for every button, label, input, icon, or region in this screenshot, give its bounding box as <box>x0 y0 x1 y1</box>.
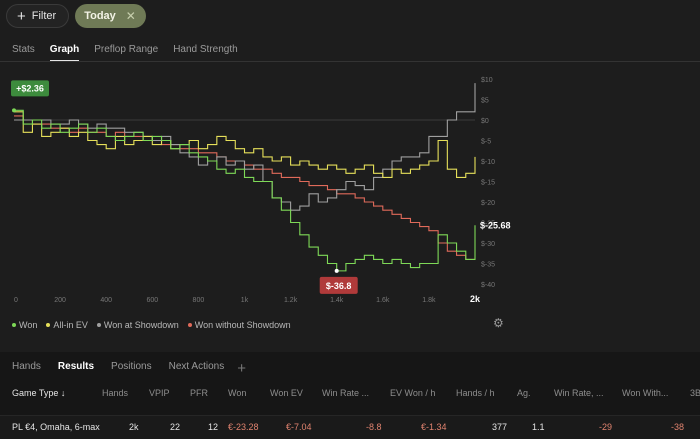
col-aggression[interactable]: Ag. <box>517 388 531 398</box>
close-icon[interactable]: ✕ <box>125 9 136 23</box>
min-marker <box>334 268 339 273</box>
cell-game-type: PL €4, Omaha, 6-max <box>12 422 100 432</box>
cell-aggression: 1.1 <box>532 422 545 432</box>
cell-win-rate-2: -29 <box>599 422 613 432</box>
filter-button[interactable]: + Filter <box>6 4 70 28</box>
results-tabs: Hands Results Positions Next Actions + <box>12 360 246 377</box>
cell-hands-per-hour: 377 <box>492 422 508 432</box>
x-tick-label: 0 <box>14 297 18 304</box>
series-line-won-without-showdown <box>14 115 475 260</box>
series-line-won-at-showdown <box>14 83 476 211</box>
y-tick-label: $-10 <box>481 159 495 166</box>
x-tick-label: 1.8k <box>422 297 436 304</box>
y-tick-label: $10 <box>481 77 493 84</box>
tab-positions[interactable]: Positions <box>111 361 152 372</box>
tab-results[interactable]: Results <box>57 361 95 372</box>
tab-preflop-range[interactable]: Preflop Range <box>94 44 159 55</box>
cell-won-with: -38 <box>671 422 685 432</box>
legend-item-won-without-showdown[interactable]: Won without Showdown <box>187 320 291 330</box>
chart-legend: Won All-in EV Won at Showdown Won withou… <box>12 320 291 330</box>
min-label-box <box>319 276 358 294</box>
col-vpip[interactable]: VPIP <box>149 388 170 398</box>
col-game-type[interactable]: Game Type ↓ <box>12 388 66 398</box>
min-label: $-36.8 <box>326 281 352 291</box>
y-tick-label: $0 <box>481 118 489 125</box>
cell-ev-won-per-hour: €-1.34 <box>421 422 447 432</box>
y-tick-label: $-40 <box>481 282 495 289</box>
end-value-label: $-25.68 <box>480 220 511 230</box>
max-marker <box>12 108 16 113</box>
col-won-with[interactable]: Won With... <box>622 388 669 398</box>
col-win-rate-2[interactable]: Win Rate, ... <box>554 388 604 398</box>
legend-item-won-at-showdown[interactable]: Won at Showdown <box>96 320 179 330</box>
series-line-won <box>14 109 476 272</box>
col-hands[interactable]: Hands <box>102 388 129 398</box>
col-hands-per-hour[interactable]: Hands / h <box>456 388 495 398</box>
add-tab-icon[interactable]: + <box>237 360 246 377</box>
col-won-ev[interactable]: Won EV <box>270 388 303 398</box>
y-tick-label: $-15 <box>481 180 495 187</box>
results-panel: Hands Results Positions Next Actions + G… <box>0 352 700 439</box>
cell-won-ev: €-7.04 <box>286 422 312 432</box>
legend-item-all-in-ev[interactable]: All-in EV <box>46 320 88 330</box>
tab-next-actions[interactable]: Next Actions <box>168 361 225 372</box>
max-label: +$2.36 <box>16 83 44 93</box>
table-row[interactable]: PL €4, Omaha, 6-max 2k 22 12 €-23.28 €-7… <box>0 415 700 439</box>
gear-icon[interactable]: ⚙ <box>493 316 504 330</box>
legend-item-won[interactable]: Won <box>12 320 37 330</box>
col-win-rate[interactable]: Win Rate ... <box>322 388 370 398</box>
filter-bar: + Filter Today ✕ <box>6 4 146 28</box>
today-filter-chip[interactable]: Today ✕ <box>75 4 146 28</box>
col-won[interactable]: Won <box>228 388 247 398</box>
y-tick-label: $-25 <box>481 221 495 228</box>
plus-icon: + <box>17 7 26 25</box>
y-tick-label: $5 <box>481 98 489 105</box>
view-tabs: Stats Graph Preflop Range Hand Strength <box>12 44 238 62</box>
y-tick-label: $-20 <box>481 200 495 207</box>
tab-graph[interactable]: Graph <box>49 44 80 62</box>
x-tick-label: 1.2k <box>284 297 298 304</box>
col-pfr[interactable]: PFR <box>190 388 208 398</box>
results-graph: $10 $5 $0 $-5 $-10 $-15 $-20 $-25 $-30 $-35 $-40 0 2… <box>11 77 511 304</box>
x-tick-label: 400 <box>100 297 112 304</box>
cell-pfr: 12 <box>208 422 219 432</box>
x-tick-label: 1k <box>241 297 249 304</box>
tab-hand-strength[interactable]: Hand Strength <box>173 44 238 55</box>
y-tick-label: $-30 <box>481 241 495 248</box>
x-tick-label: 1.6k <box>376 297 390 304</box>
cell-hands: 2k <box>129 422 139 432</box>
x-tick-label: 800 <box>193 297 205 304</box>
today-label: Today <box>84 10 116 22</box>
x-tick-label: 600 <box>146 297 158 304</box>
x-tick-label: 200 <box>54 297 66 304</box>
col-3b[interactable]: 3B <box>690 388 700 398</box>
cell-vpip: 22 <box>170 422 181 432</box>
col-ev-won-per-hour[interactable]: EV Won / h <box>390 388 436 398</box>
x-tick-label: 1.4k <box>330 297 344 304</box>
tab-stats[interactable]: Stats <box>12 44 35 55</box>
cell-won: €-23.28 <box>228 422 259 432</box>
cell-win-rate: -8.8 <box>366 422 382 432</box>
max-label-box <box>11 80 49 97</box>
filter-label: Filter <box>31 10 57 22</box>
y-tick-label: $-5 <box>481 139 491 146</box>
series-line-all-in-ev <box>14 111 476 178</box>
tab-divider <box>0 61 700 62</box>
x-tick-label: 2k <box>470 294 481 304</box>
y-tick-label: $-35 <box>481 262 495 269</box>
tab-hands[interactable]: Hands <box>12 361 41 372</box>
